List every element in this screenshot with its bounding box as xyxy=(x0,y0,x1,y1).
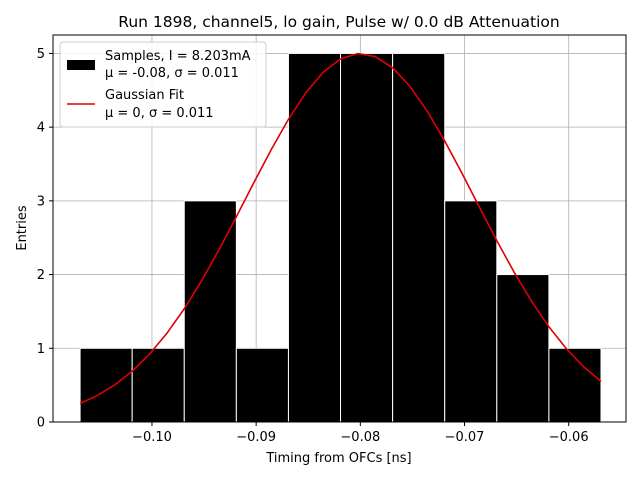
x-tick-label: −0.10 xyxy=(132,430,172,445)
histogram-bar xyxy=(131,347,185,423)
y-tick-label: 5 xyxy=(37,47,45,62)
x-tick-label: −0.06 xyxy=(549,430,589,445)
histogram-bar xyxy=(496,274,550,423)
legend-box xyxy=(59,41,267,128)
histogram-bar xyxy=(235,347,289,423)
y-axis-ticks: 0 1 2 3 4 5 xyxy=(37,47,53,431)
histogram-bars xyxy=(79,52,602,423)
histogram-bar xyxy=(444,200,498,423)
plot-frame xyxy=(52,34,627,423)
legend-fit-label: Gaussian Fit xyxy=(105,88,184,103)
histogram-bar xyxy=(79,347,133,423)
x-axis-title: Timing from OFCs [ns] xyxy=(265,451,411,466)
y-tick-label: 2 xyxy=(37,268,45,283)
histogram-bar xyxy=(548,347,602,423)
x-tick-label: −0.09 xyxy=(236,430,276,445)
legend-samples-stats: μ = -0.08, σ = 0.011 xyxy=(105,66,239,81)
x-axis-ticks: −0.10 −0.09 −0.08 −0.07 −0.06 xyxy=(132,422,589,445)
legend-samples-swatch xyxy=(67,60,95,70)
y-tick-label: 1 xyxy=(37,342,45,357)
histogram-bar xyxy=(340,52,394,423)
y-tick-label: 4 xyxy=(37,121,45,136)
legend: Samples, I = 8.203mA μ = -0.08, σ = 0.01… xyxy=(59,41,267,128)
y-axis-title: Entries xyxy=(15,205,30,251)
legend-samples-label: Samples, I = 8.203mA xyxy=(105,49,251,64)
gaussian-fit-line xyxy=(79,52,602,405)
x-tick-label: −0.08 xyxy=(340,430,380,445)
histogram-bar xyxy=(287,52,342,423)
x-tick-label: −0.07 xyxy=(445,430,485,445)
y-tick-label: 3 xyxy=(37,194,45,209)
histogram-bar xyxy=(392,52,446,423)
y-tick-label: 0 xyxy=(37,416,45,431)
chart-title: Run 1898, channel5, lo gain, Pulse w/ 0.… xyxy=(118,13,559,31)
histogram-bar xyxy=(183,200,237,423)
legend-fit-stats: μ = 0, σ = 0.011 xyxy=(105,106,214,121)
